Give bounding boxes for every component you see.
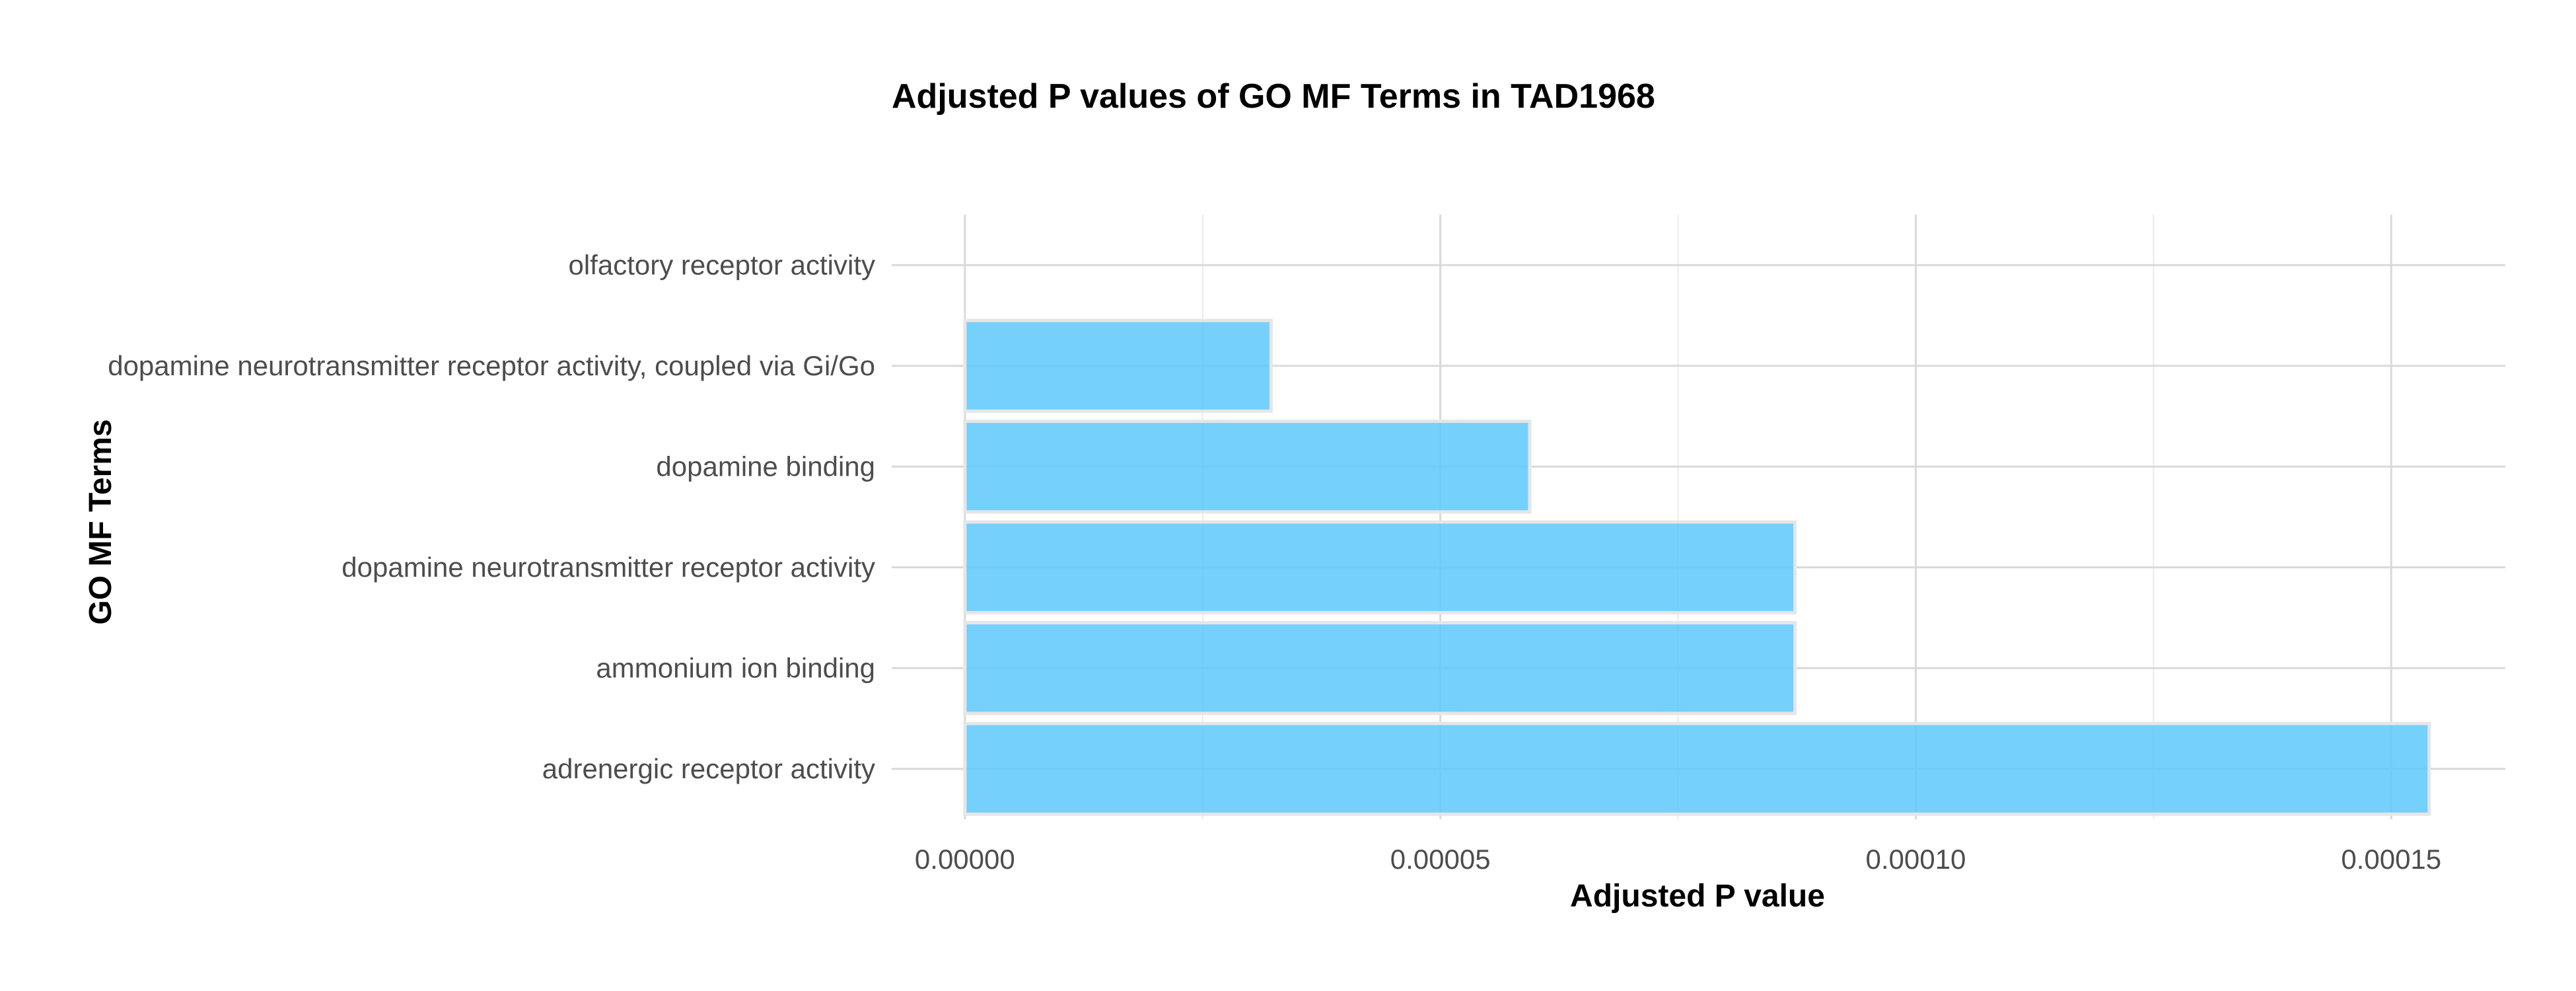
x-tick-label: 0.00000 [915,844,1015,875]
bar [963,721,2431,816]
labels: olfactory receptor activity dopamine neur… [108,249,2441,875]
bar [963,318,1273,413]
category-label: dopamine neurotransmitter receptor activ… [108,350,875,381]
bar [963,520,1797,614]
category-label: ammonium ion binding [596,652,875,683]
x-tick-label: 0.00015 [2341,844,2441,875]
category-label: adrenergic receptor activity [542,753,875,784]
category-label: dopamine binding [656,451,875,482]
category-label: dopamine neurotransmitter receptor activ… [341,552,875,583]
chart-title: Adjusted P values of GO MF Terms in TAD1… [892,77,1655,116]
x-tick-label: 0.00010 [1866,844,1966,875]
x-axis-title: Adjusted P value [1570,879,1825,914]
x-tick-label: 0.00005 [1390,844,1491,875]
bar [963,621,1797,716]
bars [963,318,2431,816]
bar [963,420,1532,514]
y-axis-title: GO MF Terms [83,419,118,624]
category-label: olfactory receptor activity [568,249,875,280]
